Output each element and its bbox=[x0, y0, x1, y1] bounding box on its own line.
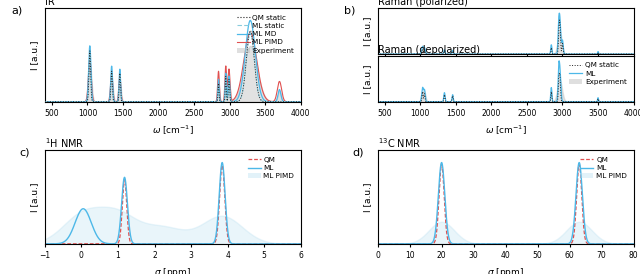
Y-axis label: I [a.u.]: I [a.u.] bbox=[363, 16, 372, 46]
Legend: QM static, ML, Experiment: QM static, ML, Experiment bbox=[566, 59, 630, 88]
Legend: QM static, ML static, ML MD, ML PIMD, Experiment: QM static, ML static, ML MD, ML PIMD, Ex… bbox=[234, 12, 297, 56]
Text: $^{13}$C NMR: $^{13}$C NMR bbox=[378, 136, 421, 150]
Text: IR: IR bbox=[45, 0, 54, 7]
Text: Raman (depolarized): Raman (depolarized) bbox=[378, 45, 479, 55]
Text: b): b) bbox=[344, 6, 356, 16]
Legend: QM, ML, ML PIMD: QM, ML, ML PIMD bbox=[577, 154, 630, 182]
Text: c): c) bbox=[19, 147, 29, 158]
Text: d): d) bbox=[352, 147, 364, 158]
Y-axis label: I [a.u.]: I [a.u.] bbox=[363, 182, 372, 212]
X-axis label: $\omega$ [cm$^{-1}$]: $\omega$ [cm$^{-1}$] bbox=[484, 124, 527, 137]
Legend: QM, ML, ML PIMD: QM, ML, ML PIMD bbox=[244, 154, 297, 182]
Y-axis label: I [a.u.]: I [a.u.] bbox=[363, 64, 372, 93]
Text: Raman (polarized): Raman (polarized) bbox=[378, 0, 467, 7]
Text: $^1$H NMR: $^1$H NMR bbox=[45, 136, 84, 150]
Y-axis label: I [a.u.]: I [a.u.] bbox=[30, 182, 39, 212]
Y-axis label: I [a.u.]: I [a.u.] bbox=[30, 40, 39, 70]
X-axis label: $\sigma$ [ppm]: $\sigma$ [ppm] bbox=[487, 266, 524, 274]
X-axis label: $\omega$ [cm$^{-1}$]: $\omega$ [cm$^{-1}$] bbox=[152, 124, 194, 137]
Text: a): a) bbox=[12, 5, 23, 15]
X-axis label: $\sigma$ [ppm]: $\sigma$ [ppm] bbox=[154, 266, 191, 274]
